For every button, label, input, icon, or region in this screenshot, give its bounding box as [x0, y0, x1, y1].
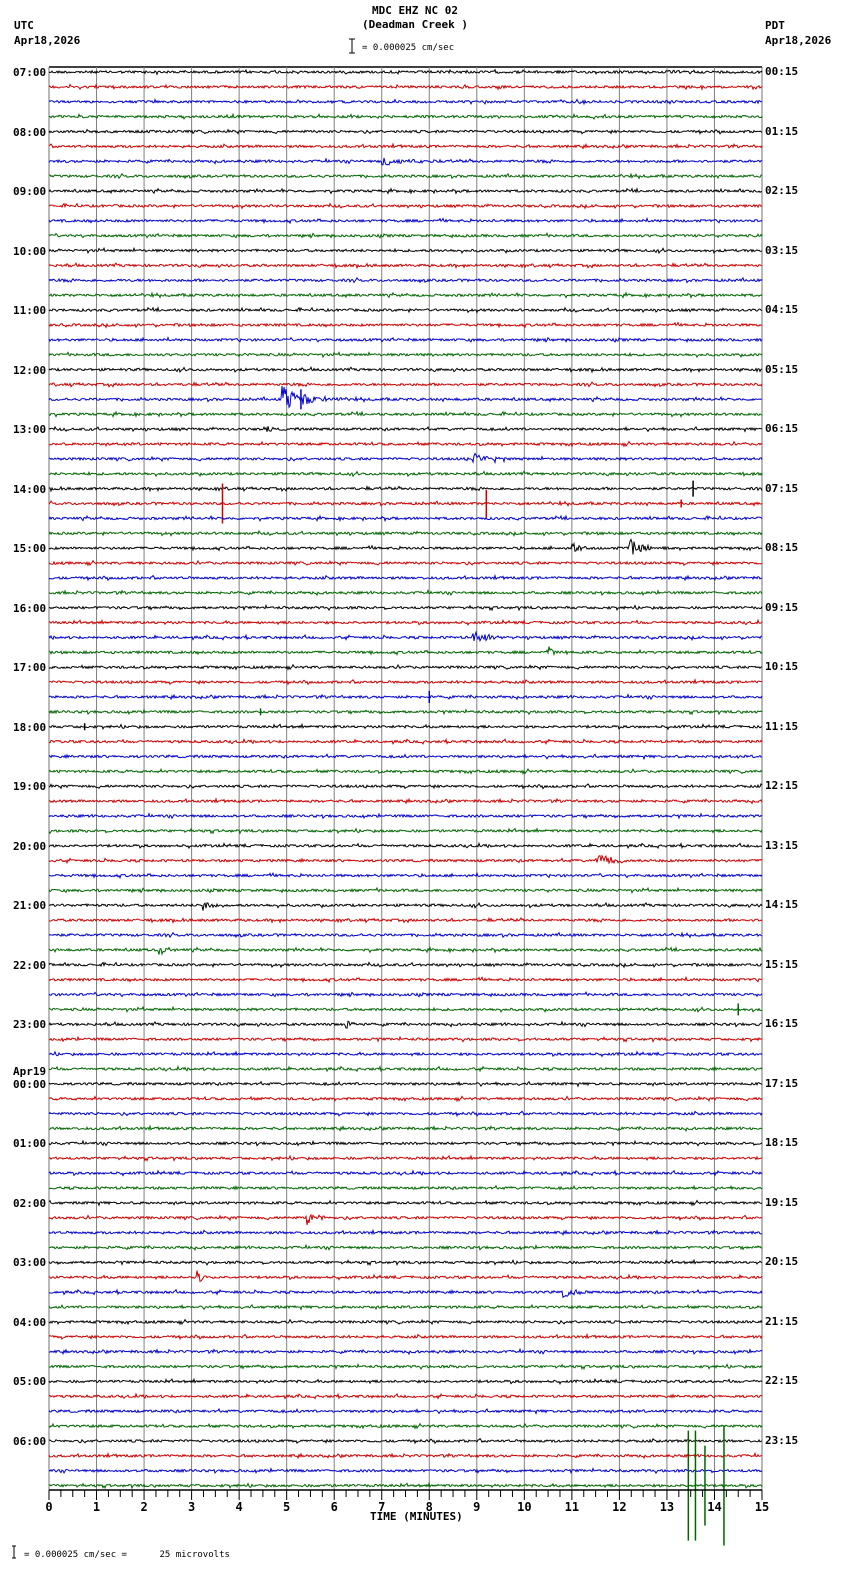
utc-hour-label: 04:00 — [13, 1315, 47, 1329]
pdt-hour-label: 16:15 — [765, 1017, 799, 1031]
utc-hour-label: 10:00 — [13, 244, 47, 258]
pdt-hour-label: 09:15 — [765, 600, 799, 614]
utc-hour-label: 21:00 — [13, 899, 47, 913]
site-name: (Deadman Creek ) — [362, 18, 468, 31]
utc-hour-label: 22:00 — [13, 958, 47, 972]
scale-label: = 0.000025 cm/sec — [362, 43, 455, 53]
utc-hour-label: 13:00 — [13, 423, 47, 437]
right-timezone: PDT — [765, 19, 785, 32]
x-tick-label: 12 — [612, 1500, 626, 1514]
x-tick-label: 14 — [707, 1500, 721, 1514]
utc-hour-label: 20:00 — [13, 839, 47, 853]
scale-footnote: = 0.000025 cm/sec = 25 microvolts — [24, 1550, 230, 1560]
left-timezone: UTC — [14, 19, 34, 32]
pdt-hour-label: 01:15 — [765, 124, 799, 138]
pdt-hour-label: 13:15 — [765, 838, 799, 852]
x-tick-label: 10 — [517, 1500, 531, 1514]
pdt-hour-label: 06:15 — [765, 422, 799, 436]
pdt-hour-label: 18:15 — [765, 1136, 799, 1150]
pdt-hour-label: 07:15 — [765, 481, 799, 495]
pdt-hour-label: 12:15 — [765, 779, 799, 793]
x-tick-label: 8 — [426, 1500, 433, 1514]
pdt-hour-label: 19:15 — [765, 1195, 799, 1209]
utc-hour-label: 15:00 — [13, 542, 47, 556]
x-tick-label: 4 — [236, 1500, 243, 1514]
pdt-hour-label: 15:15 — [765, 957, 799, 971]
pdt-hour-label: 04:15 — [765, 303, 799, 317]
x-tick-label: 7 — [378, 1500, 385, 1514]
x-axis-label: TIME (MINUTES) — [370, 1510, 463, 1523]
pdt-hour-label: 21:15 — [765, 1314, 799, 1328]
utc-hour-label: 06:00 — [13, 1434, 47, 1448]
station-title: MDC EHZ NC 02 — [371, 4, 459, 17]
x-tick-label: 11 — [565, 1500, 579, 1514]
x-tick-label: 13 — [660, 1500, 674, 1514]
pdt-hour-label: 22:15 — [765, 1374, 799, 1388]
utc-hour-label: 01:00 — [13, 1137, 47, 1151]
right-date: Apr18,2026 — [765, 34, 832, 47]
x-tick-label: 15 — [755, 1500, 769, 1514]
pdt-hour-label: 20:15 — [765, 1255, 799, 1269]
utc-hour-label: 17:00 — [13, 661, 47, 675]
utc-hour-label: 03:00 — [13, 1256, 47, 1270]
x-tick-label: 3 — [188, 1500, 195, 1514]
utc-hour-label: 16:00 — [13, 601, 47, 615]
utc-hour-label: 09:00 — [13, 185, 47, 199]
x-tick-label: 1 — [93, 1500, 100, 1514]
pdt-hour-label: 14:15 — [765, 898, 799, 912]
pdt-hour-label: 08:15 — [765, 541, 799, 555]
pdt-hour-label: 17:15 — [765, 1076, 799, 1090]
utc-hour-label: 18:00 — [13, 720, 47, 734]
left-date: Apr18,2026 — [14, 34, 81, 47]
utc-hour-label: 19:00 — [13, 780, 47, 794]
pdt-hour-label: 23:15 — [765, 1433, 799, 1447]
x-tick-label: 9 — [473, 1500, 480, 1514]
utc-hour-label: 02:00 — [13, 1196, 47, 1210]
utc-hour-label: 08:00 — [13, 125, 47, 139]
pdt-hour-label: 03:15 — [765, 243, 799, 257]
pdt-hour-label: 10:15 — [765, 660, 799, 674]
pdt-hour-label: 02:15 — [765, 184, 799, 198]
utc-hour-label: 12:00 — [13, 363, 47, 377]
pdt-hour-label: 00:15 — [765, 65, 799, 78]
utc-hour-label: 11:00 — [13, 304, 47, 318]
x-tick-label: 6 — [331, 1500, 338, 1514]
utc-hour-label: 07:00 — [13, 66, 47, 79]
x-tick-label: 0 — [45, 1500, 52, 1514]
utc-hour-label: 23:00 — [13, 1018, 47, 1032]
pdt-hour-label: 11:15 — [765, 719, 799, 733]
utc-hour-label: 05:00 — [13, 1375, 47, 1389]
utc-hour-label: 14:00 — [13, 482, 47, 496]
pdt-hour-label: 05:15 — [765, 362, 799, 376]
x-tick-label: 2 — [140, 1500, 147, 1514]
x-tick-label: 5 — [283, 1500, 290, 1514]
utc-hour-label: Apr19 00:00 — [13, 1064, 47, 1091]
